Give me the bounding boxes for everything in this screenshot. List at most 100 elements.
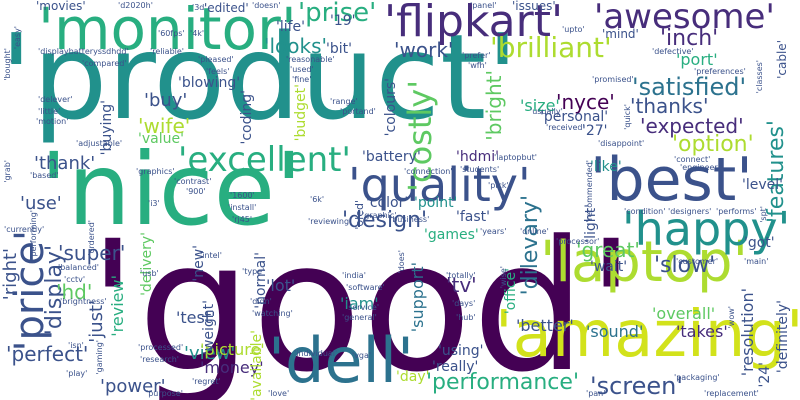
word-watching: 'watching' (252, 309, 293, 318)
word-excellent: 'excellent' (178, 140, 351, 180)
word-little: 'little' (38, 107, 61, 116)
word-students: 'students' (460, 165, 500, 174)
word-spt: 'spt' (759, 206, 768, 223)
word-prefer: 'prefer' (462, 51, 491, 60)
word-level: 'level' (742, 177, 783, 193)
word-bit: 'bit' (326, 41, 352, 57)
word-dell: 'dell' (268, 324, 415, 397)
word-delever: 'delever' (38, 95, 73, 104)
word-based: 'based' (30, 171, 59, 180)
word-nyce: 'nyce' (556, 90, 615, 114)
word-review: 'review' (108, 275, 127, 337)
word-mind: 'mind' (602, 27, 639, 41)
word-19: '19' (330, 13, 356, 29)
word-view: 'view' (184, 343, 236, 364)
word-graphic: 'graphic' (362, 211, 397, 220)
word-value: 'value' (138, 131, 184, 147)
word-inch: 'inch' (660, 26, 719, 51)
word-processor: 'processor' (556, 237, 600, 246)
word-performs: 'performs' (716, 207, 757, 216)
word-hub: 'hub' (456, 313, 476, 322)
word-wife: 'wife' (138, 114, 191, 138)
word-quality: 'quality' (348, 158, 531, 212)
word-support: 'support' (408, 262, 427, 333)
word-intel: 'intel' (200, 251, 222, 260)
word-60fps: '60fps' (158, 29, 185, 38)
word-defective: 'defective' (652, 47, 694, 56)
word-good: 'good' (88, 203, 636, 400)
word-totally: 'totally' (446, 271, 476, 280)
word-best: 'best' (590, 145, 753, 215)
word-reasonable: 'reasonable' (286, 55, 335, 64)
word-wow: 'wow' (727, 306, 736, 329)
word-laptopbut: 'laptopbut' (494, 153, 537, 162)
word-design: 'design' (342, 208, 428, 233)
word-individual: 'individual' (294, 349, 338, 358)
word-cctv: 'cctv' (64, 275, 86, 284)
word-used: 'used' (290, 65, 314, 74)
word-looks: 'looks' (264, 34, 328, 58)
word-online: 'online' (520, 227, 549, 236)
word-slow: 'slow' (654, 253, 716, 278)
word-hd: 'hd' (56, 280, 93, 304)
word-grab: 'grab' (3, 160, 12, 183)
word-connection: 'connection' (404, 167, 453, 176)
word-3d: '3d' (192, 3, 207, 12)
word-work: 'work' (394, 38, 454, 62)
word-didn: 'didn' (250, 297, 272, 306)
word-ordered: 'ordered' (87, 220, 96, 256)
word-laptop: 'laptop' (540, 230, 748, 295)
word-reviewing: 'reviewing' (308, 217, 352, 226)
word-6k: '6k' (310, 195, 325, 204)
word-quick: 'quick' (623, 104, 632, 130)
word-promised: 'promised' (592, 75, 634, 84)
word-monitor: 'monitor' (38, 0, 297, 63)
word-balanced: 'balanced' (58, 263, 99, 272)
word-dilevary: 'dilevary' (518, 195, 543, 296)
word-day: 'day' (396, 369, 430, 385)
word-rj45: 'rj45' (232, 215, 253, 224)
word-days: 'days' (452, 299, 476, 308)
word-graphics: 'graphics' (136, 167, 175, 176)
word-brilliant: 'brilliant' (490, 31, 612, 64)
word-brightness: 'brightness' (60, 297, 107, 306)
word-really: 'really' (432, 359, 479, 375)
word-does: 'does' (397, 250, 406, 274)
word-classes: 'classes' (755, 60, 764, 94)
word-like: 'like' (590, 159, 622, 175)
word-main: 'main' (744, 257, 769, 266)
word-bright: 'bright' (482, 70, 506, 141)
word-compared: 'compared' (82, 59, 127, 68)
word-preferences: 'preferences' (694, 67, 746, 76)
word-sound: 'sound' (586, 322, 644, 341)
word-disappoint: 'disappoint' (598, 139, 645, 148)
word-upto: 'upto' (562, 25, 585, 34)
word-super: 'super' (58, 241, 126, 265)
word-india: 'india' (342, 271, 366, 280)
word-engineer: 'engineer' (680, 163, 720, 172)
word-received: 'received' (546, 123, 585, 132)
word-edited: 'edited' (204, 1, 249, 15)
word-performing: 'performing' (29, 210, 38, 259)
word-lot: 'lot' (266, 276, 296, 295)
word-wfh: 'wfh' (468, 61, 487, 70)
word-doesn: 'doesn' (252, 1, 281, 10)
word-motion: 'motion' (36, 117, 69, 126)
word-size: 'size' (520, 96, 560, 115)
word-fast: 'fast' (456, 209, 490, 225)
word-amazing: 'amazing' (495, 298, 800, 372)
word-regret: 'regret' (192, 377, 221, 386)
word-vga: 'vga' (352, 351, 372, 360)
word-install: 'install' (228, 203, 257, 212)
word-expected: 'expected' (640, 114, 744, 138)
word-picture: 'picture' (200, 340, 265, 359)
word-i3: 'i3' (148, 199, 160, 208)
word-isn: 'isn' (68, 341, 84, 350)
word-point: 'point' (414, 195, 458, 211)
word-nice: 'nice' (40, 131, 303, 248)
word-contrast: 'contrast' (174, 177, 212, 186)
word-tv: 'tv' (446, 273, 477, 297)
word-just: 'just' (86, 300, 107, 343)
word-resolution: 'resolution' (738, 288, 757, 377)
word-wait: 'wait' (590, 259, 628, 275)
